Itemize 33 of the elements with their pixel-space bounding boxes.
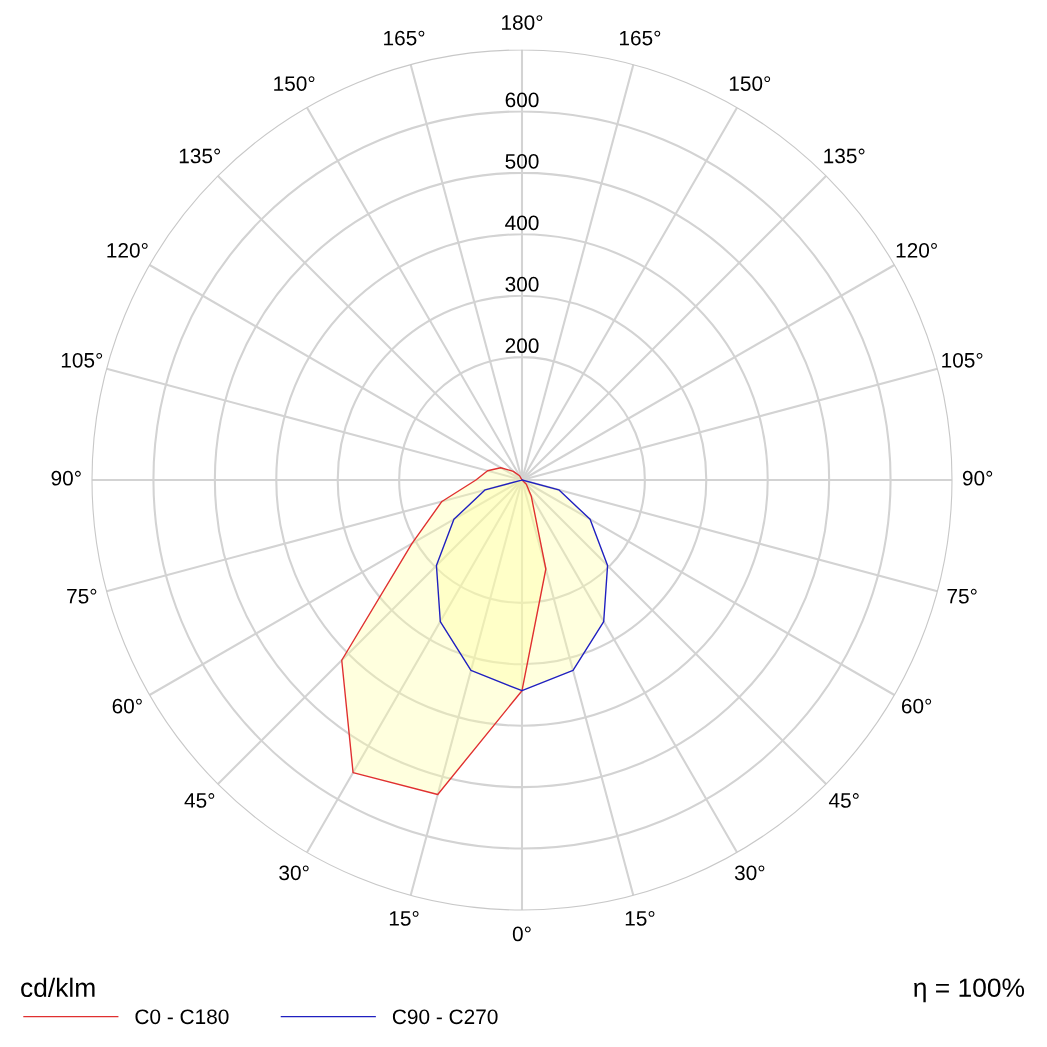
legend-label: C0 - C180 [135, 1009, 229, 1025]
spoke-label: 75° [947, 588, 977, 604]
y-tick-label: 600 [505, 92, 539, 108]
y-tick-label: 400 [505, 215, 539, 231]
spoke-label: 120° [896, 242, 937, 258]
legend-label: C90 - C270 [392, 1009, 498, 1025]
spoke-label: 165° [619, 30, 661, 46]
spoke-label: 15° [389, 911, 419, 926]
spoke-label: 150° [729, 76, 771, 91]
y-tick-label: 500 [505, 153, 539, 169]
spoke-label: 165° [384, 30, 425, 46]
spoke-label: 15° [625, 911, 655, 926]
spoke-label: 60° [112, 698, 142, 714]
spoke-label: 150° [274, 76, 315, 91]
spoke-label: 30° [734, 865, 765, 881]
text: cd/klm [21, 977, 95, 998]
y-tick-label: 300 [505, 276, 539, 292]
spoke-label: 45° [828, 793, 859, 808]
spoke-label: 0° [512, 926, 531, 942]
spoke-label: 75° [67, 588, 97, 604]
spoke-label: 135° [179, 148, 221, 164]
spoke-label: 90° [962, 470, 993, 486]
spoke-label: 135° [824, 148, 865, 164]
spoke-label: 60° [901, 698, 932, 714]
spoke-label: 90° [51, 470, 81, 486]
spoke-label: 105° [942, 352, 983, 368]
spoke-label: 120° [107, 242, 148, 258]
text: η = 100% [914, 978, 1025, 1003]
spoke-label: 180° [502, 15, 543, 30]
y-tick-label: 200 [505, 338, 539, 354]
spoke-label: 105° [61, 352, 103, 368]
spoke-label: 45° [184, 793, 215, 808]
spoke-label: 30° [279, 865, 309, 881]
